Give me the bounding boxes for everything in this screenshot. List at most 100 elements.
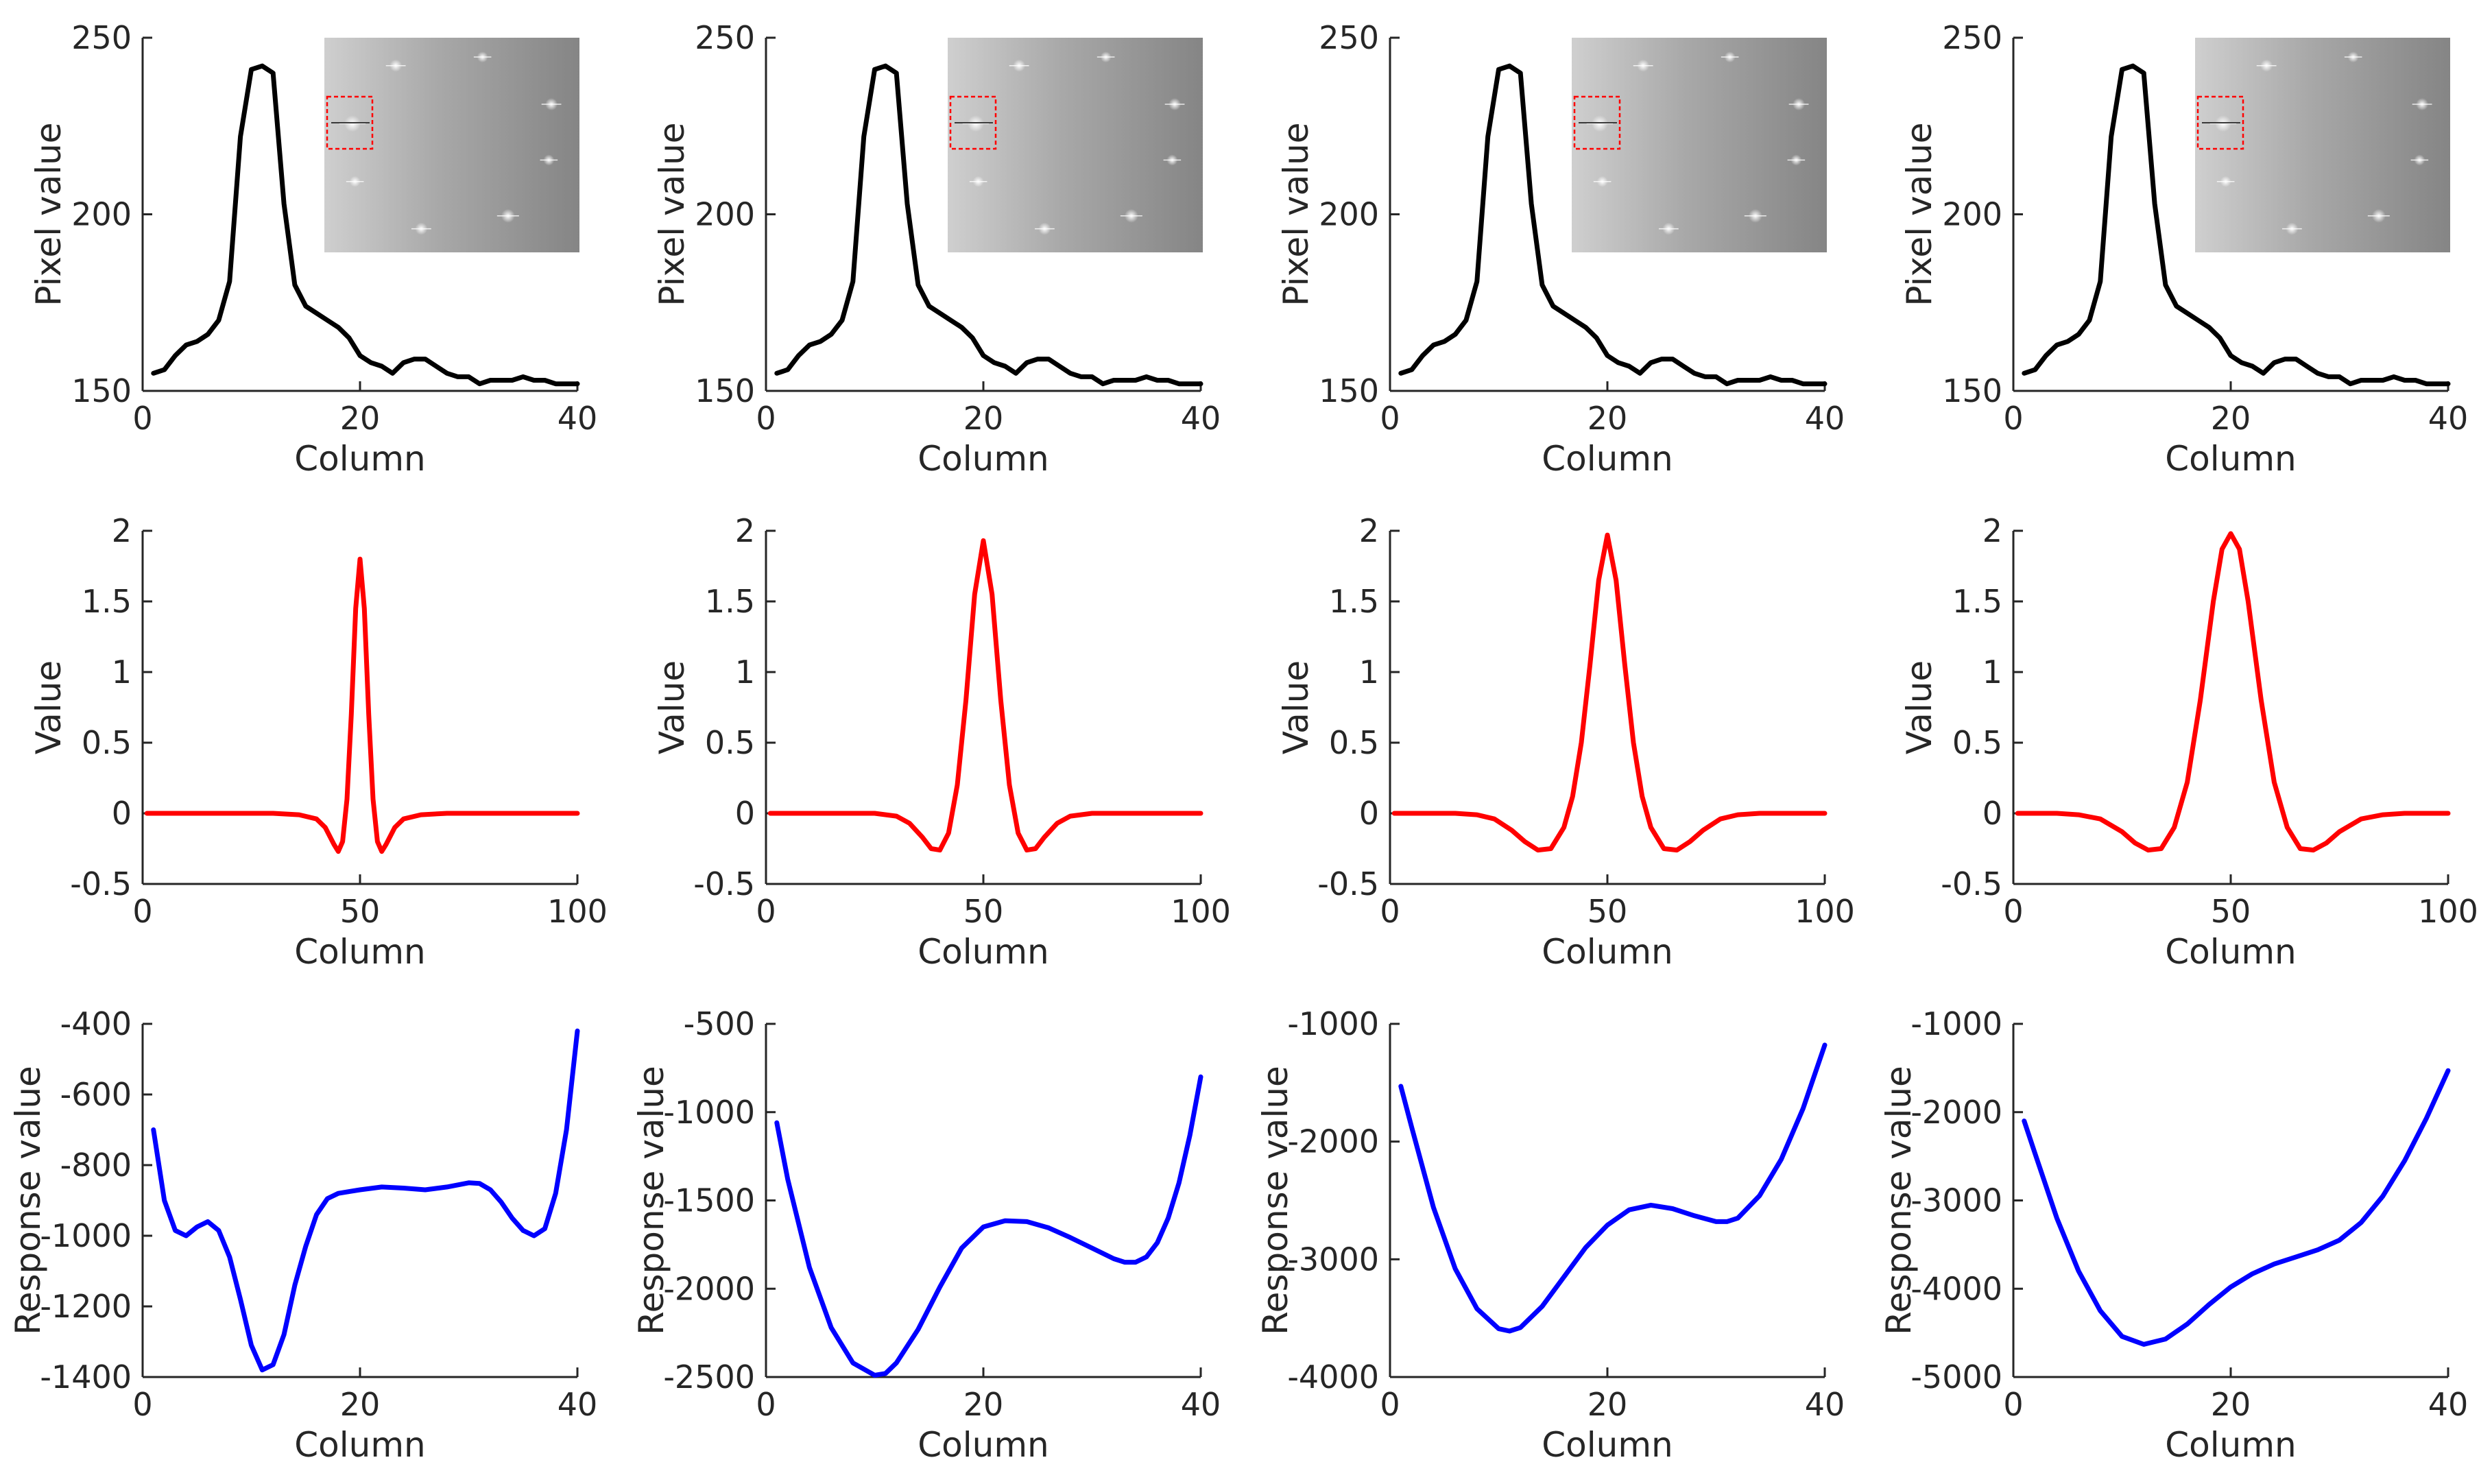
inset-image — [948, 38, 1203, 252]
x-tick-label: 0 — [1380, 1386, 1400, 1423]
x-tick-label: 40 — [2428, 400, 2469, 437]
y-axis-label: Value — [1900, 660, 1939, 754]
series-line — [774, 1074, 1203, 1378]
series-line — [151, 1028, 580, 1373]
x-axis-label: Column — [294, 1425, 425, 1465]
x-tick-label: 50 — [1588, 893, 1628, 930]
y-axis-label: Value — [1276, 660, 1316, 754]
y-axis-label: Response value — [1879, 1066, 1919, 1335]
x-axis-label: Column — [918, 932, 1049, 972]
x-tick-label: 20 — [1588, 1386, 1628, 1423]
x-tick-label: 0 — [132, 893, 152, 930]
series-line — [774, 63, 1203, 387]
y-tick-label: -500 — [684, 1005, 755, 1042]
y-axis-label: Response value — [632, 1066, 671, 1335]
y-tick-label: 2 — [1982, 512, 2002, 549]
chart-r3c2: 0 20 40 -2500 -2000 -1500 -1000 -500 Column Respo… — [632, 1005, 1221, 1465]
x-tick-label: 0 — [756, 893, 776, 930]
y-tick-label: -0.5 — [70, 865, 132, 902]
y-axis-label: Response value — [1256, 1066, 1295, 1335]
chart-r3c4: 0 20 40 -5000 -4000 -3000 -2000 -1000 Column Resp… — [1879, 1005, 2468, 1465]
chart-r3c1: 0 20 40 -1400 -1200 -1000 -800 -600 -400 Column Re… — [8, 1005, 597, 1465]
y-tick-label: -5000 — [1910, 1359, 2002, 1396]
y-tick-label: 150 — [695, 372, 755, 409]
x-tick-label: 0 — [1380, 400, 1400, 437]
x-tick-label: 50 — [2211, 893, 2251, 930]
series-line — [1391, 532, 1828, 853]
y-tick-label: 250 — [695, 19, 755, 56]
inset-selection-box — [949, 95, 997, 150]
y-tick-label: -600 — [60, 1076, 132, 1113]
x-tick-label: 100 — [1171, 893, 1231, 930]
series-line — [767, 538, 1203, 853]
x-tick-label: 20 — [2211, 1386, 2251, 1423]
y-tick-label: 0.5 — [1329, 724, 1379, 761]
y-tick-label: 200 — [1319, 196, 1379, 233]
y-tick-label: 1 — [1359, 654, 1379, 691]
series-line — [151, 63, 580, 387]
x-tick-label: 50 — [963, 893, 1004, 930]
x-tick-label: 100 — [547, 893, 608, 930]
y-tick-label: 1.5 — [82, 583, 132, 620]
x-tick-label: 20 — [1588, 400, 1628, 437]
y-tick-label: 200 — [1942, 196, 2002, 233]
chart-r1c1: 0 20 40 150 200 250 Column Pixel value — [29, 19, 597, 479]
y-tick-label: 250 — [1942, 19, 2002, 56]
y-tick-label: -400 — [60, 1005, 132, 1042]
inset-background — [1572, 38, 1827, 252]
x-tick-label: 0 — [132, 400, 152, 437]
y-tick-label: 150 — [1942, 372, 2002, 409]
x-tick-label: 20 — [2211, 400, 2251, 437]
y-tick-label: 150 — [1319, 372, 1379, 409]
inset-image — [324, 38, 579, 252]
series-line — [144, 556, 580, 854]
y-axis-label: Pixel value — [1900, 122, 1939, 306]
inset-background — [2195, 38, 2450, 252]
y-tick-label: 1.5 — [1329, 583, 1379, 620]
y-tick-label: 1.5 — [1952, 583, 2002, 620]
y-tick-label: 250 — [71, 19, 132, 56]
x-axis-label: Column — [294, 439, 425, 479]
x-tick-label: 0 — [1380, 893, 1400, 930]
y-tick-label: -2000 — [663, 1270, 755, 1307]
y-axis-label: Response value — [8, 1066, 48, 1335]
y-tick-label: -2000 — [1910, 1094, 2002, 1131]
x-tick-label: 40 — [1805, 1386, 1845, 1423]
y-tick-label: -0.5 — [1317, 865, 1379, 902]
x-tick-label: 20 — [340, 400, 381, 437]
chart-r1c2: 0 20 40 150 200 250 Column Pixel value — [652, 19, 1221, 479]
y-tick-label: 1 — [1982, 654, 2002, 691]
y-tick-label: 1 — [735, 654, 755, 691]
y-tick-label: -3000 — [1287, 1241, 1379, 1278]
series-line — [1398, 63, 1828, 387]
chart-r3c3: 0 20 40 -4000 -3000 -2000 -1000 Column Response … — [1256, 1005, 1845, 1465]
y-tick-label: 0.5 — [705, 724, 755, 761]
y-tick-label: -1400 — [40, 1359, 132, 1396]
y-axis-label: Pixel value — [1276, 122, 1316, 306]
inset-background — [324, 38, 579, 252]
x-tick-label: 100 — [2418, 893, 2478, 930]
y-tick-label: 0 — [735, 795, 755, 832]
y-tick-label: -0.5 — [1941, 865, 2002, 902]
x-tick-label: 20 — [963, 1386, 1004, 1423]
y-tick-label: -2500 — [663, 1359, 755, 1396]
x-axis-label: Column — [1542, 1425, 1673, 1465]
y-tick-label: -4000 — [1910, 1270, 2002, 1307]
series-line — [2022, 63, 2451, 387]
y-axis-label: Value — [652, 660, 692, 754]
x-axis-label: Column — [294, 932, 425, 972]
x-axis-label: Column — [918, 1425, 1049, 1465]
y-tick-label: -800 — [60, 1147, 132, 1184]
x-tick-label: 40 — [2428, 1386, 2469, 1423]
y-tick-label: 1.5 — [705, 583, 755, 620]
x-tick-label: 20 — [340, 1386, 381, 1423]
y-tick-label: -2000 — [1287, 1123, 1379, 1160]
y-tick-label: -0.5 — [693, 865, 755, 902]
y-tick-label: 0.5 — [82, 724, 132, 761]
y-tick-label: -3000 — [1910, 1182, 2002, 1219]
y-tick-label: 150 — [71, 372, 132, 409]
y-tick-label: 1 — [112, 654, 132, 691]
y-tick-label: -1500 — [663, 1182, 755, 1219]
